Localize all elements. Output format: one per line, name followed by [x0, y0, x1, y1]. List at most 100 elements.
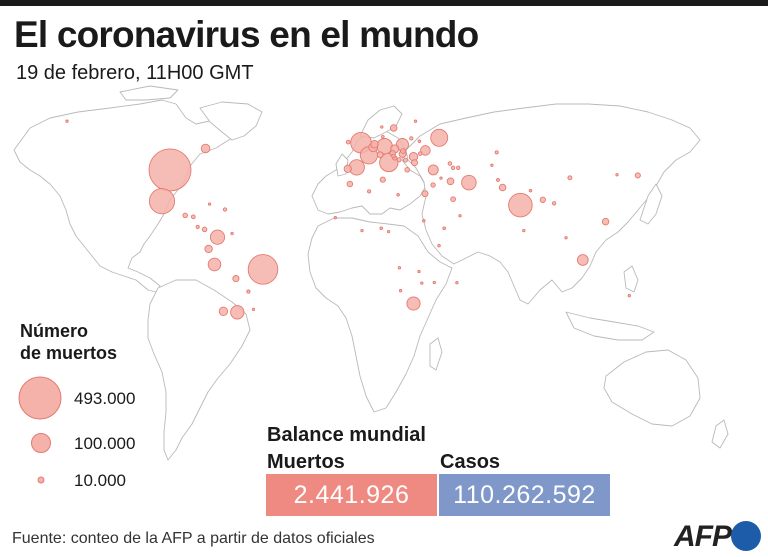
bubble-paraguay [246, 289, 251, 294]
bubble-bolivia [232, 275, 240, 283]
legend-bubble-layer [18, 376, 62, 484]
bubble-south-korea [615, 173, 619, 177]
bubble-zimbabwe [420, 281, 424, 285]
bubble-syria [439, 176, 443, 180]
bubble-madagascar [455, 281, 459, 285]
page-subtitle: 19 de febrero, 11H00 GMT [16, 62, 254, 84]
land-madagascar [429, 337, 443, 371]
bubble-ghana [360, 228, 364, 233]
bubble-ethiopia [442, 226, 447, 231]
bubble-afghanistan [496, 177, 500, 182]
bubble-malaysia [564, 236, 568, 240]
land-australia [603, 349, 701, 427]
bubble-georgia [447, 161, 453, 166]
deaths-label: Muertos [267, 451, 345, 473]
bubble-canada [200, 143, 211, 154]
bubble-netherlands [370, 140, 379, 149]
bubble-libya [396, 192, 400, 197]
land-layer [13, 85, 729, 461]
bubble-yemen [458, 214, 462, 218]
bubble-tunisia [379, 176, 386, 183]
bubble-algeria [367, 189, 372, 194]
bubble-chile [218, 306, 229, 316]
source-note: Fuente: conteo de la AFP a partir de dat… [12, 530, 375, 547]
bubble-angola [397, 266, 402, 270]
bubble-argentina [230, 305, 245, 320]
deaths-total-box: 2.441.926 [266, 474, 437, 516]
bubble-iran [461, 174, 477, 191]
bubble-pakistan [498, 183, 507, 192]
bubble-bangladesh [539, 196, 546, 203]
bubble-switzerland [376, 151, 384, 159]
bubble-ireland [345, 139, 351, 145]
bubble-kenya [437, 243, 441, 248]
bubble-dominican-republic [222, 207, 228, 212]
bubble-philippines [601, 217, 610, 226]
bubble-greece [404, 167, 410, 173]
legend-title-line1: Número [20, 321, 89, 341]
legend-bubble-0 [18, 376, 62, 420]
bubble-ukraine [420, 145, 431, 156]
bubble-bosnia [396, 157, 402, 163]
bubble-russia [430, 128, 449, 147]
bubble-zambia [417, 269, 421, 274]
bubble-mexico [148, 188, 176, 215]
bubble-iraq [446, 177, 455, 186]
top-rule [0, 0, 768, 6]
stats-heading: Balance mundial [267, 424, 426, 446]
cases-total-box: 110.262.592 [439, 474, 610, 516]
bubble-lithuania [409, 136, 414, 141]
bubble-slovakia [400, 148, 406, 154]
legend-title-line2: de muertos [20, 343, 118, 363]
bubble-ecuador [204, 244, 213, 254]
land-arctic-islands [119, 85, 179, 101]
land-japan [639, 183, 663, 225]
bubble-indonesia [576, 254, 589, 266]
legend-bubble-2 [37, 476, 45, 484]
bubble-nepal [528, 188, 533, 193]
afp-logo-circle [731, 521, 761, 551]
bubble-azerbaijan [456, 165, 461, 170]
bubble-colombia [209, 229, 226, 245]
bubble-south-africa [406, 296, 421, 311]
bubble-denmark [380, 134, 385, 139]
land-north-america [13, 99, 239, 293]
bubble-peru [207, 257, 222, 272]
bubble-venezuela [230, 231, 234, 236]
bubble-layer [65, 119, 641, 320]
land-new-zealand [711, 419, 729, 449]
land-africa [307, 217, 453, 413]
bubble-costa-rica [195, 224, 200, 229]
bubble-australia [627, 294, 631, 298]
legend-title: Número de muertos [20, 320, 130, 364]
bubble-israel [430, 182, 436, 188]
afp-logo-text: AFP [674, 520, 732, 553]
bubble-slovenia [391, 153, 396, 159]
legend-label-small: 10.000 [74, 471, 126, 490]
bubble-namibia [398, 289, 403, 293]
bubble-india [508, 192, 533, 218]
bubble-bulgaria [411, 159, 418, 167]
land-greenland [199, 101, 263, 141]
bubble-cuba [207, 202, 212, 206]
bubble-uzbekistan [490, 163, 494, 167]
bubble-norway [380, 125, 384, 129]
bubble-egypt [421, 190, 429, 198]
bubble-brazil [247, 254, 279, 285]
bubble-alaska [65, 119, 69, 123]
bubble-sudan [422, 219, 426, 223]
bubble-sweden [389, 124, 398, 132]
bubble-belarus [417, 139, 422, 144]
bubble-armenia [450, 165, 456, 170]
page-title: El coronavirus en el mundo [14, 14, 479, 55]
legend-bubble-1 [31, 433, 51, 453]
bubble-japan [634, 172, 641, 179]
land-indonesia [565, 311, 655, 341]
bubble-uruguay [251, 307, 256, 312]
bubble-moldova [417, 151, 423, 156]
bubble-china [567, 175, 573, 181]
bubble-finland [413, 119, 418, 123]
land-south-america [147, 279, 251, 461]
bubble-sri-lanka [522, 228, 526, 233]
legend-label-large: 493.000 [74, 389, 136, 408]
